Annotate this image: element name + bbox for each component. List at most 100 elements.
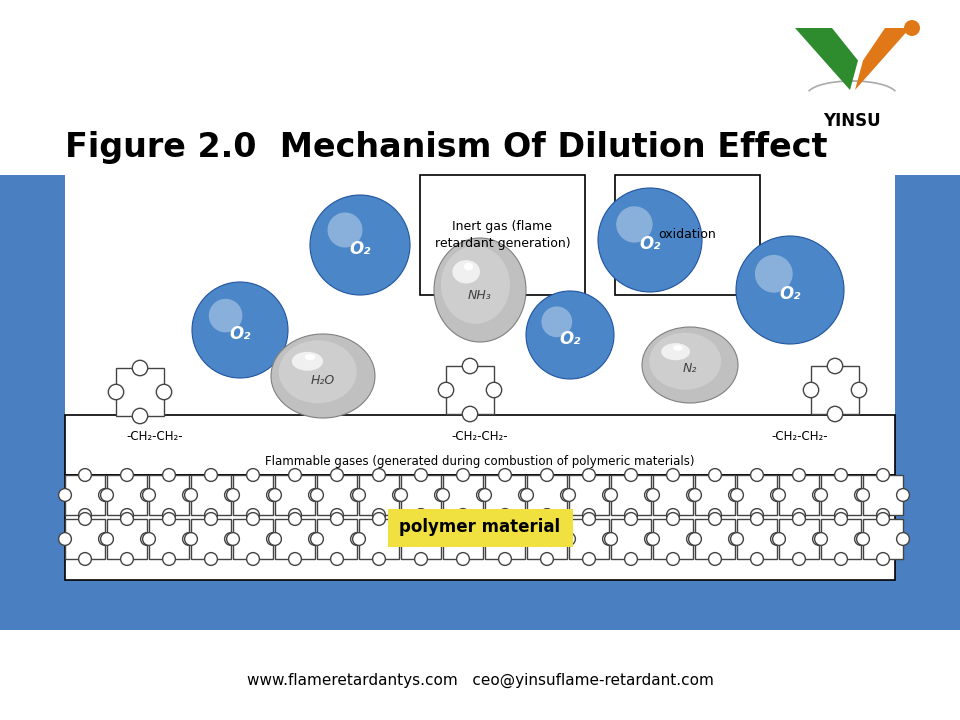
FancyBboxPatch shape <box>895 175 960 580</box>
FancyBboxPatch shape <box>65 415 895 475</box>
Circle shape <box>518 533 532 546</box>
FancyBboxPatch shape <box>107 475 147 515</box>
Circle shape <box>101 489 113 501</box>
Circle shape <box>352 489 366 501</box>
FancyBboxPatch shape <box>65 475 105 515</box>
Circle shape <box>854 533 868 546</box>
Ellipse shape <box>673 345 683 351</box>
FancyBboxPatch shape <box>65 519 105 559</box>
Circle shape <box>289 513 301 526</box>
FancyBboxPatch shape <box>0 175 65 580</box>
Text: H₂O: H₂O <box>311 374 335 387</box>
Circle shape <box>708 508 721 521</box>
Circle shape <box>415 553 427 565</box>
Circle shape <box>828 406 843 422</box>
Circle shape <box>121 513 133 526</box>
Circle shape <box>437 533 449 546</box>
Circle shape <box>583 469 595 482</box>
Circle shape <box>897 489 909 501</box>
Circle shape <box>479 489 492 501</box>
Ellipse shape <box>464 263 473 271</box>
Circle shape <box>269 533 281 546</box>
Circle shape <box>904 20 920 36</box>
Circle shape <box>330 553 344 565</box>
Circle shape <box>372 513 385 526</box>
Circle shape <box>854 489 868 501</box>
Circle shape <box>647 489 660 501</box>
Circle shape <box>59 533 71 546</box>
Circle shape <box>563 489 575 501</box>
Circle shape <box>162 513 176 526</box>
Polygon shape <box>795 28 858 90</box>
Circle shape <box>498 513 512 526</box>
Circle shape <box>834 469 848 482</box>
Text: polymer material: polymer material <box>399 518 561 536</box>
FancyBboxPatch shape <box>107 519 147 559</box>
Ellipse shape <box>649 333 721 390</box>
Circle shape <box>463 406 478 422</box>
FancyBboxPatch shape <box>275 519 315 559</box>
Circle shape <box>583 513 595 526</box>
Circle shape <box>225 489 237 501</box>
Circle shape <box>162 469 176 482</box>
Circle shape <box>132 360 148 376</box>
Circle shape <box>182 489 196 501</box>
Circle shape <box>59 489 71 501</box>
Circle shape <box>541 307 572 337</box>
FancyBboxPatch shape <box>611 519 651 559</box>
Circle shape <box>647 533 660 546</box>
Circle shape <box>644 489 658 501</box>
FancyBboxPatch shape <box>233 519 273 559</box>
Circle shape <box>132 408 148 423</box>
FancyBboxPatch shape <box>116 368 164 416</box>
Circle shape <box>395 489 407 501</box>
Circle shape <box>352 533 366 546</box>
Circle shape <box>666 513 680 526</box>
Circle shape <box>876 469 889 482</box>
FancyBboxPatch shape <box>779 519 819 559</box>
Circle shape <box>395 533 407 546</box>
Text: -CH₂-CH₂-: -CH₂-CH₂- <box>127 431 183 444</box>
Circle shape <box>350 489 364 501</box>
Circle shape <box>204 469 217 482</box>
FancyBboxPatch shape <box>149 519 189 559</box>
FancyBboxPatch shape <box>0 580 960 630</box>
Circle shape <box>476 533 490 546</box>
FancyBboxPatch shape <box>149 475 189 515</box>
Circle shape <box>372 553 385 565</box>
Circle shape <box>666 469 680 482</box>
Circle shape <box>311 489 324 501</box>
Circle shape <box>773 533 785 546</box>
Circle shape <box>729 489 741 501</box>
FancyBboxPatch shape <box>420 175 585 295</box>
Circle shape <box>686 489 700 501</box>
Circle shape <box>330 469 344 482</box>
Circle shape <box>561 489 573 501</box>
Circle shape <box>793 469 805 482</box>
FancyBboxPatch shape <box>317 519 357 559</box>
Circle shape <box>834 513 848 526</box>
Circle shape <box>330 513 344 526</box>
FancyBboxPatch shape <box>811 366 859 414</box>
Circle shape <box>540 469 553 482</box>
Circle shape <box>289 469 301 482</box>
Circle shape <box>605 489 617 501</box>
Ellipse shape <box>434 238 526 342</box>
Circle shape <box>563 533 575 546</box>
Circle shape <box>435 489 447 501</box>
Circle shape <box>731 489 743 501</box>
Circle shape <box>204 513 217 526</box>
Ellipse shape <box>278 341 357 403</box>
Text: O₂: O₂ <box>639 235 660 253</box>
Circle shape <box>793 508 805 521</box>
Circle shape <box>834 553 848 565</box>
Circle shape <box>897 533 909 546</box>
Circle shape <box>162 553 176 565</box>
Circle shape <box>666 508 680 521</box>
Circle shape <box>708 513 721 526</box>
FancyBboxPatch shape <box>485 519 525 559</box>
Circle shape <box>267 489 279 501</box>
Circle shape <box>625 513 637 526</box>
Circle shape <box>415 508 427 521</box>
Circle shape <box>852 382 867 397</box>
